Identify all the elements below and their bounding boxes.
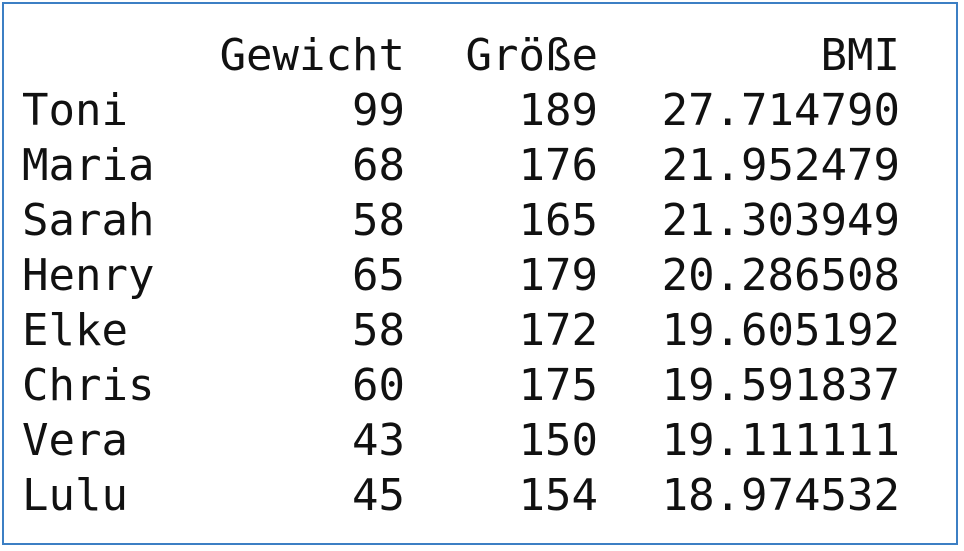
table-body: Toni 99 189 27.714790 Maria 68 176 21.95…: [22, 83, 900, 523]
table-row: Elke 58 172 19.605192: [22, 303, 900, 358]
header-rownames: [22, 28, 212, 83]
header-groesse: Größe: [465, 30, 598, 81]
cell-bmi: 21.303949: [661, 195, 900, 246]
cell-groesse: 165: [518, 195, 598, 246]
cell-gewicht: 99: [352, 85, 405, 136]
cell-gewicht: 58: [352, 305, 405, 356]
table-row: Sarah 58 165 21.303949: [22, 193, 900, 248]
header-bmi: BMI: [820, 30, 900, 81]
cell-bmi: 27.714790: [661, 85, 900, 136]
cell-bmi: 20.286508: [661, 250, 900, 301]
table-row: Toni 99 189 27.714790: [22, 83, 900, 138]
cell-gewicht: 43: [352, 415, 405, 466]
cell-gewicht: 45: [352, 470, 405, 521]
cell-groesse: 150: [518, 415, 598, 466]
cell-gewicht: 60: [352, 360, 405, 411]
cell-groesse: 189: [518, 85, 598, 136]
row-name: Lulu: [22, 470, 128, 521]
table-row: Henry 65 179 20.286508: [22, 248, 900, 303]
row-name: Elke: [22, 305, 128, 356]
row-name: Toni: [22, 85, 128, 136]
cell-groesse: 176: [518, 140, 598, 191]
cell-bmi: 21.952479: [661, 140, 900, 191]
cell-groesse: 172: [518, 305, 598, 356]
table-row: Vera 43 150 19.111111: [22, 413, 900, 468]
data-frame-table: Gewicht Größe BMI Toni 99 189 27.714790 …: [22, 28, 900, 523]
row-name: Chris: [22, 360, 155, 411]
table-row: Maria 68 176 21.952479: [22, 138, 900, 193]
row-name: Maria: [22, 140, 155, 191]
cell-groesse: 179: [518, 250, 598, 301]
table-row: Lulu 45 154 18.974532: [22, 468, 900, 523]
cell-bmi: 18.974532: [661, 470, 900, 521]
table-row: Chris 60 175 19.591837: [22, 358, 900, 413]
row-name: Henry: [22, 250, 155, 301]
cell-gewicht: 65: [352, 250, 405, 301]
cell-bmi: 19.111111: [661, 415, 900, 466]
cell-bmi: 19.591837: [661, 360, 900, 411]
header-row: Gewicht Größe BMI: [22, 28, 900, 83]
cell-bmi: 19.605192: [661, 305, 900, 356]
cell-groesse: 154: [518, 470, 598, 521]
row-name: Sarah: [22, 195, 155, 246]
cell-gewicht: 58: [352, 195, 405, 246]
cell-groesse: 175: [518, 360, 598, 411]
header-gewicht: Gewicht: [219, 30, 405, 81]
console-output-frame: Gewicht Größe BMI Toni 99 189 27.714790 …: [2, 2, 958, 545]
table-header: Gewicht Größe BMI: [22, 28, 900, 83]
row-name: Vera: [22, 415, 128, 466]
cell-gewicht: 68: [352, 140, 405, 191]
